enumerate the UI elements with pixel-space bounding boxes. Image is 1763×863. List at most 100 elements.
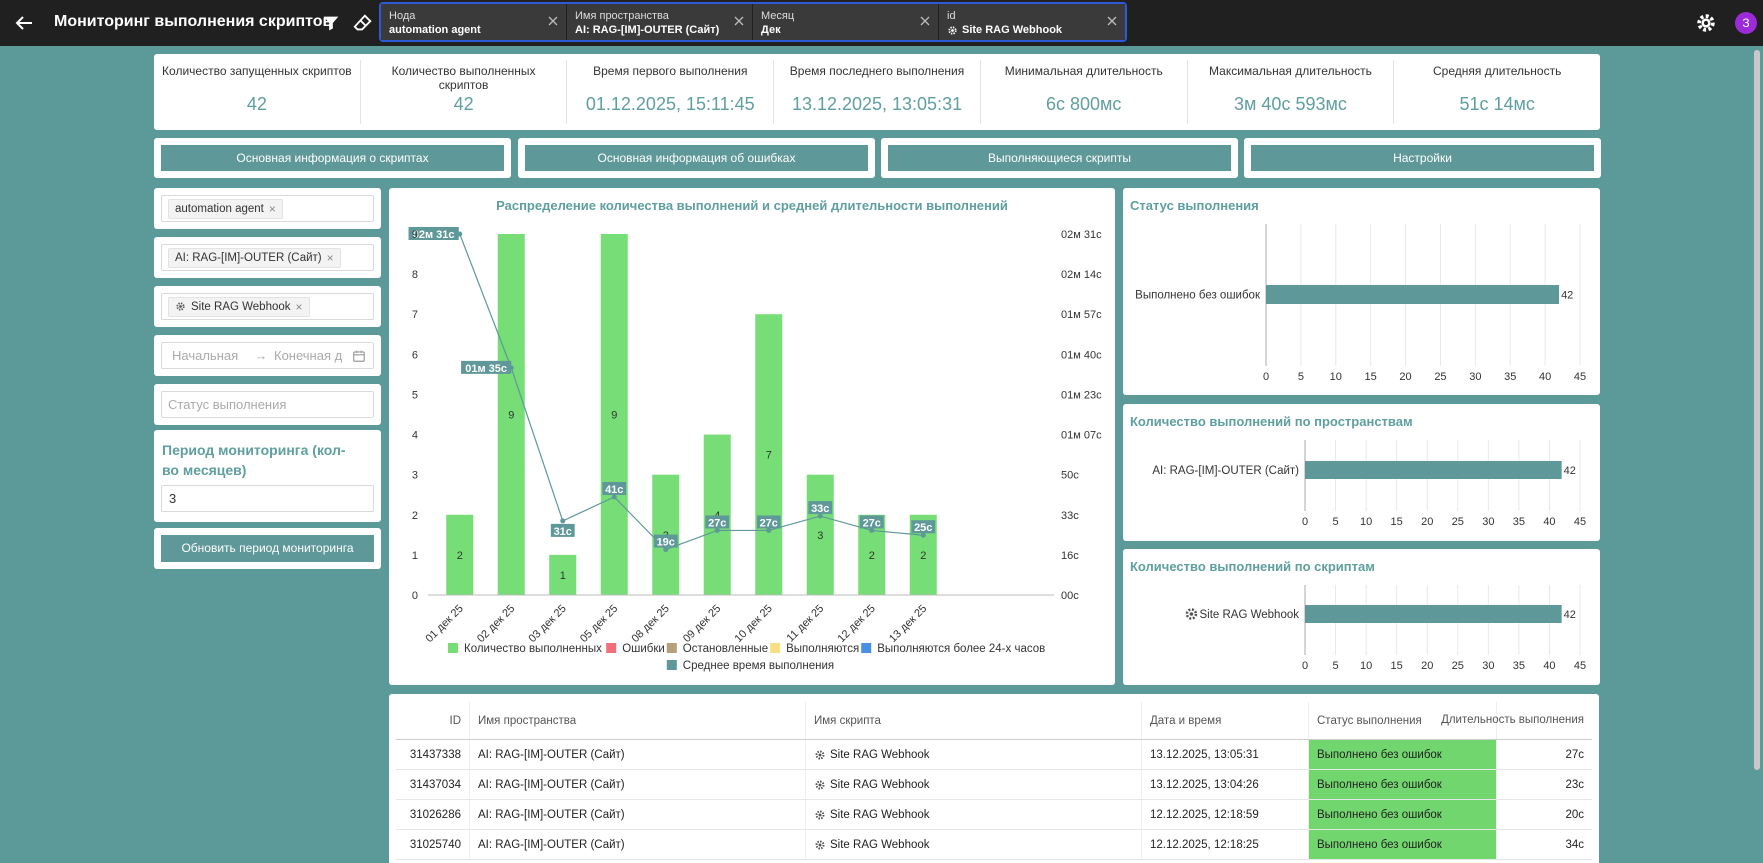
x-tick-label: 45 <box>1574 516 1586 528</box>
table-row[interactable]: 31025740 AI: RAG-[IM]-OUTER (Сайт) Site … <box>396 830 1592 860</box>
column-header-status[interactable]: Статус выполнения <box>1309 702 1497 739</box>
legend-label[interactable]: Выполняются <box>786 643 859 655</box>
y-tick-label: 7 <box>412 309 418 321</box>
line-point[interactable] <box>766 527 772 533</box>
executions-table: ID Имя пространства Имя скрипта Дата и в… <box>389 694 1599 863</box>
filter-chip-space[interactable]: Имя пространства AI: RAG-[IM]-OUTER (Сай… <box>567 4 753 40</box>
filter-icon[interactable] <box>320 12 342 34</box>
settings-gear-icon[interactable] <box>1695 12 1717 34</box>
period-input[interactable]: 3 <box>161 485 374 512</box>
legend-label[interactable]: Среднее время выполнения <box>683 660 834 672</box>
update-period-button[interactable]: Обновить период мониторинга <box>161 535 374 562</box>
filter-chip-month[interactable]: Месяц Дек <box>753 4 939 40</box>
filter-chip-node[interactable]: Нода automation agent <box>381 4 567 40</box>
table-row[interactable]: 31437338 AI: RAG-[IM]-OUTER (Сайт) Site … <box>396 740 1592 770</box>
bar[interactable] <box>1305 461 1562 479</box>
column-header-script[interactable]: Имя скрипта <box>806 702 1142 739</box>
line-value-label: 41с <box>605 484 623 496</box>
script-select[interactable]: Site RAG Webhook × <box>161 293 374 320</box>
top-bar: Мониторинг выполнения скриптов Нода auto… <box>0 0 1763 46</box>
cell-status: Выполнено без ошибок <box>1309 740 1497 769</box>
line-point[interactable] <box>560 518 566 524</box>
cell-duration: 23с <box>1565 778 1584 791</box>
date-start-input[interactable]: Начальная <box>172 348 239 363</box>
bar-value-label: 2 <box>920 550 926 562</box>
line-point[interactable] <box>714 527 720 533</box>
column-header-space[interactable]: Имя пространства <box>470 702 806 739</box>
filter-chip-label: Месяц <box>761 10 795 22</box>
column-header-date[interactable]: Дата и время <box>1142 702 1309 739</box>
y2-tick-label: 01м 57с <box>1061 309 1102 321</box>
x-tick-label: 35 <box>1504 371 1516 383</box>
x-tick-label: 15 <box>1391 660 1403 672</box>
stat-label: Количество выполненных скриптов <box>391 64 536 92</box>
legend-label[interactable]: Остановленные <box>683 643 768 655</box>
scrollbar[interactable] <box>1754 50 1760 770</box>
bar[interactable] <box>446 514 474 595</box>
cell-space: AI: RAG-[IM]-OUTER (Сайт) <box>470 830 806 859</box>
main-chart-panel: Распределение количества выполнений и ср… <box>389 188 1115 685</box>
cell-space: AI: RAG-[IM]-OUTER (Сайт) <box>470 740 806 769</box>
line-label-bg <box>653 534 678 548</box>
bar[interactable] <box>1266 285 1560 304</box>
bar[interactable] <box>703 434 731 595</box>
remove-tag-icon[interactable]: × <box>295 299 303 314</box>
stat-value: 42 <box>246 94 267 114</box>
close-icon[interactable] <box>920 16 930 26</box>
status-select[interactable]: Статус выполнения <box>161 391 374 418</box>
date-range-picker[interactable]: Начальная → Конечная д <box>161 342 374 369</box>
back-arrow-icon[interactable] <box>12 11 36 35</box>
bar[interactable] <box>1305 605 1562 623</box>
legend-label[interactable]: Количество выполненных <box>464 643 602 655</box>
bar[interactable] <box>600 234 628 595</box>
cell-status: Выполнено без ошибок <box>1309 770 1497 799</box>
tab-settings[interactable]: Настройки <box>1251 145 1594 171</box>
x-tick-label: 10 <box>1360 660 1372 672</box>
remove-tag-icon[interactable]: × <box>326 250 334 265</box>
x-tick-label: 10 <box>1330 371 1342 383</box>
x-tick-label: 40 <box>1539 371 1551 383</box>
stat-last-run: Время последнего выполнения 13.12.2025, 1… <box>774 60 981 124</box>
cell-script: Site RAG Webhook <box>806 740 1142 769</box>
column-header-duration[interactable]: Длительность выполнения <box>1441 714 1584 726</box>
legend-label[interactable]: Выполняются более 24-х часов <box>877 643 1045 655</box>
node-select[interactable]: automation agent × <box>161 195 374 222</box>
bar[interactable] <box>806 474 834 595</box>
cell-id: 31437034 <box>396 770 470 799</box>
space-select[interactable]: AI: RAG-[IM]-OUTER (Сайт) × <box>161 244 374 271</box>
table-row[interactable]: 31437034 AI: RAG-[IM]-OUTER (Сайт) Site … <box>396 770 1592 800</box>
cell-space: AI: RAG-[IM]-OUTER (Сайт) <box>470 770 806 799</box>
cell-script: Site RAG Webhook <box>806 770 1142 799</box>
line-label-bg <box>602 481 627 495</box>
line-point[interactable] <box>817 513 823 519</box>
remove-tag-icon[interactable]: × <box>268 201 276 216</box>
table-row[interactable]: 31026286 AI: RAG-[IM]-OUTER (Сайт) Site … <box>396 800 1592 830</box>
y-tick-label: 3 <box>412 470 418 482</box>
close-icon[interactable] <box>734 16 744 26</box>
close-icon[interactable] <box>548 16 558 26</box>
bar[interactable] <box>549 554 577 595</box>
line-point[interactable] <box>920 532 926 538</box>
close-icon[interactable] <box>1107 16 1117 26</box>
line-point[interactable] <box>869 527 875 533</box>
eraser-icon[interactable] <box>352 12 374 34</box>
filter-chip-id[interactable]: id Site RAG Webhook <box>939 4 1125 40</box>
column-header-id[interactable]: ID <box>396 702 470 739</box>
tab-scripts-info[interactable]: Основная информация о скриптах <box>161 145 504 171</box>
bar[interactable] <box>755 314 783 595</box>
bar[interactable] <box>497 234 525 595</box>
calendar-icon[interactable] <box>352 349 366 363</box>
tab-errors-info[interactable]: Основная информация об ошибках <box>525 145 868 171</box>
gear-icon-center <box>1189 612 1194 616</box>
cell-date: 13.12.2025, 13:04:26 <box>1142 770 1309 799</box>
line-point[interactable] <box>663 547 669 553</box>
category-label: Выполнено без ошибок <box>1135 290 1261 302</box>
line-value-label: 02м 31с <box>413 229 455 241</box>
tab-running-scripts[interactable]: Выполняющиеся скрипты <box>888 145 1231 171</box>
x-tick-label: 5 <box>1332 660 1338 672</box>
selected-tag: automation agent × <box>168 198 283 219</box>
legend-label[interactable]: Ошибки <box>622 643 665 655</box>
avatar[interactable]: З <box>1735 12 1757 34</box>
date-end-input[interactable]: Конечная д <box>274 348 343 363</box>
line-point[interactable] <box>611 494 617 500</box>
